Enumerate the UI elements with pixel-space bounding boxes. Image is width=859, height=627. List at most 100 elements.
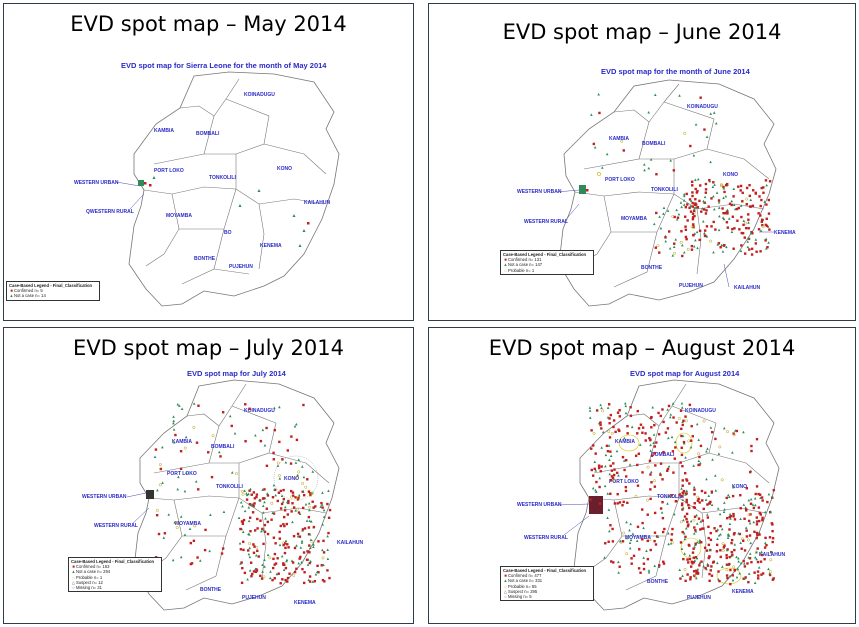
case-marker [695,191,699,194]
case-marker [614,430,617,434]
map-title: EVD spot map for August 2014 [630,369,740,378]
case-marker [636,484,640,487]
case-marker [745,535,749,538]
case-marker [655,211,658,215]
case-marker [276,499,279,503]
case-marker [239,527,242,531]
case-marker [606,492,610,495]
case-marker [259,529,263,533]
case-marker [680,427,683,431]
case-marker [714,437,717,441]
case-marker [673,251,676,255]
case-marker [726,226,730,229]
case-marker [689,204,692,208]
case-marker [269,576,272,580]
case-marker [618,415,622,418]
case-marker [700,541,703,544]
case-marker [251,504,254,507]
case-marker [666,209,670,212]
case-marker [717,228,721,232]
case-marker [303,571,306,574]
case-marker [251,572,254,576]
case-marker [768,180,772,183]
case-marker [591,486,595,490]
case-marker [728,512,732,516]
case-marker [698,501,701,504]
case-marker [662,206,666,210]
case-marker [609,413,613,417]
case-marker [719,524,722,528]
case-marker [307,515,311,519]
case-marker [618,408,621,412]
case-marker [666,408,669,411]
case-marker [207,451,210,454]
case-marker [767,241,770,244]
case-marker [758,511,762,515]
case-marker [309,493,312,497]
case-marker [684,205,687,209]
case-marker [729,517,732,520]
case-marker [173,521,176,524]
case-marker [601,166,604,169]
case-marker [730,538,734,542]
case-marker [197,488,200,491]
case-marker [628,463,632,466]
case-marker [722,196,725,199]
panel-title: EVD spot map – June 2014 [502,20,782,44]
case-marker [708,502,711,505]
case-marker [685,489,689,493]
case-marker [704,566,707,570]
case-marker [694,202,697,205]
case-marker [720,527,724,531]
district-label: KOINADUGU [244,92,275,98]
case-marker [274,562,278,565]
case-marker [653,479,656,483]
case-marker [278,543,282,547]
case-marker [183,446,187,450]
case-marker [606,449,610,453]
case-marker [628,541,632,545]
case-marker [650,454,654,457]
map-title: EVD spot map for July 2014 [187,369,286,378]
case-marker [659,226,663,230]
case-marker [630,562,633,565]
case-marker [263,444,267,447]
case-marker [308,551,311,554]
case-marker [612,462,615,465]
case-marker [759,493,762,496]
case-marker [701,499,704,502]
case-marker [686,525,690,528]
case-marker [678,568,682,571]
case-marker [265,464,269,468]
case-marker [755,520,759,523]
case-marker [689,439,693,442]
case-marker [606,406,610,409]
case-marker [672,471,675,474]
case-marker [679,201,683,204]
case-marker [730,199,734,203]
case-marker [241,504,244,508]
case-marker [723,243,726,247]
sierra-leone-map: KOINADUGU KAMBIA BOMBALI PORT LOKO WESTE… [74,71,340,307]
case-marker [302,551,306,554]
case-marker [688,557,692,561]
case-marker [688,403,692,407]
case-marker [744,576,747,579]
case-marker [702,527,705,530]
case-marker [297,561,300,565]
case-marker [691,212,695,215]
case-marker [725,221,729,224]
district-label: WESTERN RURAL [94,523,138,529]
case-marker [755,536,758,540]
case-marker [307,501,311,505]
case-marker [683,515,687,518]
case-marker [726,532,730,536]
case-marker [732,533,736,536]
case-marker [631,532,635,535]
case-marker [612,478,616,482]
case-markers-cluster [588,401,776,586]
legend-title: Case-Based Legend - Final_Classification [503,568,587,573]
case-marker [682,531,686,535]
case-marker [198,559,202,562]
map-panel-june: EVD spot map – June 2014 EVD spot map fo… [428,3,856,321]
